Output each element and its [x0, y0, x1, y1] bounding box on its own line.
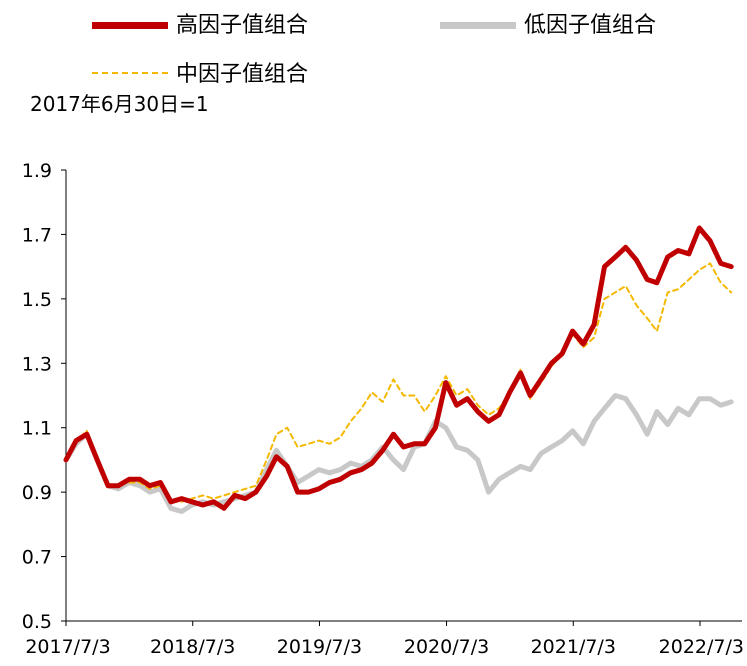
y-axis: 0.5 0.7 0.9 1.1 1.3 1.5 1.7 1.9	[22, 160, 67, 633]
y-tick-label: 1.5	[22, 289, 52, 311]
x-tick-label: 2022/7/3	[659, 636, 744, 658]
y-tick-label: 0.7	[22, 547, 52, 569]
y-tick-label: 1.3	[22, 353, 52, 375]
x-tick-label: 2017/7/3	[25, 636, 110, 658]
series-layer	[63, 225, 734, 514]
legend-label-high: 高因子值组合	[176, 13, 309, 38]
series-line-low	[63, 393, 734, 514]
legend-swatch-low	[440, 22, 516, 29]
series-line-high	[63, 225, 734, 511]
y-tick-label: 0.9	[22, 482, 52, 504]
legend-swatch-mid	[92, 72, 168, 74]
y-tick-label: 1.1	[22, 418, 52, 440]
x-tick-label: 2020/7/3	[404, 636, 489, 658]
legend-swatch-high	[92, 22, 168, 29]
x-tick-label: 2018/7/3	[150, 636, 235, 658]
base-date-note: 2017年6月30日=1	[30, 92, 209, 116]
legend-label-low: 低因子值组合	[524, 13, 657, 38]
y-tick-label: 1.9	[22, 160, 52, 182]
x-axis: 2017/7/3 2018/7/3 2019/7/3 2020/7/3 2021/7/3…	[25, 620, 744, 658]
y-tick-label: 1.7	[22, 224, 52, 246]
x-tick-label: 2019/7/3	[277, 636, 362, 658]
y-tick-label: 0.5	[22, 611, 52, 633]
legend-label-mid: 中因子值组合	[176, 62, 309, 87]
x-tick-label: 2021/7/3	[531, 636, 616, 658]
